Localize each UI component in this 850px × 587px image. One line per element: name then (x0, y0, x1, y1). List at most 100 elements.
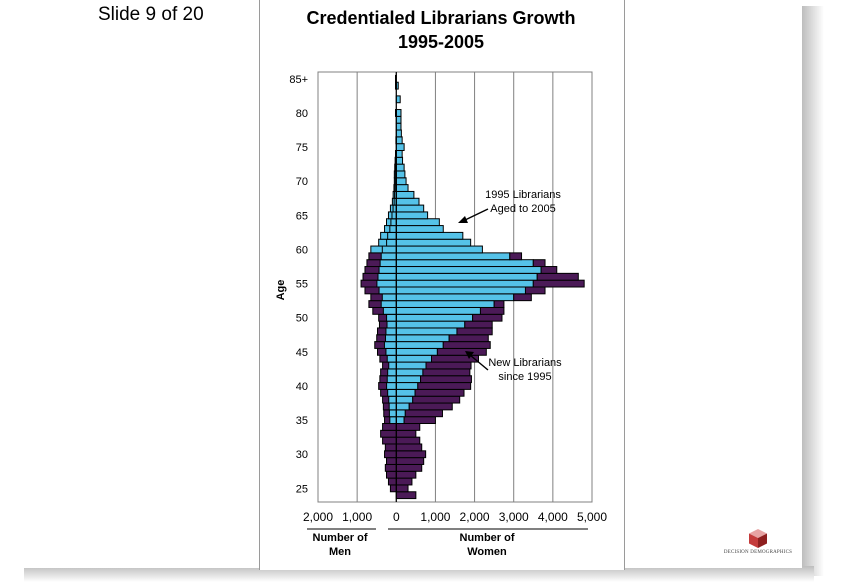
bar-1995-librarians (395, 170, 406, 179)
x-tick-label: 1,000 (420, 510, 450, 524)
bar-1995-librarians (395, 361, 427, 370)
bar-1995-librarians (395, 156, 404, 165)
bar-1995-librarians (395, 211, 429, 220)
bar-new-librarians (442, 341, 491, 349)
chart-title: Credentialed Librarians Growth (306, 8, 576, 28)
bar-men-1995 (386, 238, 397, 247)
bar-1995-librarians (395, 177, 407, 186)
bar-men (384, 463, 397, 472)
arrow-new-line (469, 354, 489, 371)
bar-new-librarians (395, 450, 427, 459)
bar-new-librarians (422, 368, 471, 377)
bar-men (382, 436, 397, 445)
bar-new-librarians (395, 491, 417, 500)
bar-men-1995 (388, 409, 397, 418)
bar-new-librarians (479, 306, 505, 315)
bar-1995-librarians (395, 327, 458, 336)
annotation-1995-label: 1995 Librarians (485, 189, 561, 201)
bar-new-librarians (395, 429, 417, 438)
bar-men (380, 429, 397, 438)
bar-men-1995 (379, 259, 397, 268)
bar-1995-librarians (395, 347, 438, 356)
bar-1995-librarians (395, 149, 403, 158)
bar-new-librarians (509, 252, 523, 261)
bar-new-librarians (395, 477, 413, 486)
bar-new-librarians (420, 375, 472, 384)
x-tick-label: 5,000 (577, 510, 607, 524)
bar-1995-librarians (395, 122, 402, 131)
bar-1995-librarians (395, 382, 419, 390)
bar-men-1995 (387, 368, 397, 377)
bar-1995-librarians (395, 190, 415, 199)
y-tick-label: 55 (296, 279, 308, 291)
bar-men-1995 (386, 382, 397, 390)
bar-new-librarians (532, 279, 585, 288)
bar-new-librarians (436, 347, 487, 356)
x-tick-label: 3,000 (499, 510, 529, 524)
slide-shadow-right (802, 6, 824, 576)
x-tick-label: 2,000 (303, 510, 333, 524)
x-tick-label: 0 (393, 510, 400, 524)
bar-men-1995 (385, 347, 397, 356)
y-tick-label: 75 (296, 142, 308, 154)
y-tick-label: 45 (296, 347, 308, 359)
cube-icon (749, 529, 767, 548)
bar-1995-librarians (395, 375, 422, 384)
bar-men (382, 423, 397, 431)
bar-1995-librarians (395, 245, 483, 254)
bar-1995-librarians (395, 402, 410, 411)
bar-1995-librarians (395, 109, 402, 117)
y-tick-label: 85+ (289, 74, 308, 86)
bar-1995-librarians (395, 334, 450, 343)
bar-new-librarians (472, 313, 503, 322)
bar-1995-librarians (395, 395, 414, 404)
bar-men-1995 (389, 225, 397, 233)
bar-1995-librarians (395, 266, 542, 274)
bar-new-librarians (464, 320, 493, 329)
x-tick-label: 2,000 (460, 510, 490, 524)
bar-1995-librarians (395, 231, 464, 240)
bar-men-1995 (388, 395, 397, 404)
bar-1995-librarians (395, 272, 538, 281)
annotation-new-label: since 1995 (498, 371, 551, 383)
bar-1995-librarians (395, 143, 405, 151)
slide-counter: Slide 9 of 20 (98, 4, 204, 25)
bar-new-librarians (395, 443, 423, 452)
bar-new-librarians (395, 457, 425, 465)
bar-1995-librarians (395, 341, 444, 349)
y-tick-label: 70 (296, 176, 308, 188)
bar-new-librarians (395, 484, 409, 493)
bar-1995-librarians (395, 184, 409, 192)
bar-new-librarians (395, 436, 421, 445)
bar-1995-librarians (395, 238, 472, 247)
bar-men-1995 (385, 327, 397, 336)
bar-new-librarians (425, 361, 472, 370)
bar-1995-librarians (395, 354, 433, 363)
bar-men-1995 (386, 375, 397, 384)
bar-1995-librarians (395, 218, 440, 227)
bar-new-librarians (540, 266, 558, 274)
y-tick-label: 80 (296, 108, 308, 120)
y-tick-label: 30 (296, 449, 308, 461)
bar-men-1995 (376, 279, 397, 288)
bar-men (387, 477, 397, 486)
slide-shadow-bottom (24, 566, 814, 582)
bar-men-1995 (391, 211, 397, 220)
bar-men (389, 484, 397, 493)
bar-new-librarians (513, 293, 532, 302)
y-tick-label: 35 (296, 415, 308, 427)
men-caption: Men (329, 546, 351, 558)
bar-1995-librarians (395, 252, 511, 261)
arrow-1995-head (458, 216, 468, 223)
plot-area (317, 71, 593, 503)
bar-men-1995 (382, 306, 397, 315)
bar-men-1995 (383, 341, 397, 349)
bar-1995-librarians (395, 416, 405, 425)
bar-1995-librarians (395, 163, 405, 172)
bar-new-librarians (532, 259, 546, 268)
x-tick-label: 4,000 (538, 510, 568, 524)
bar-1995-librarians (395, 259, 534, 268)
arrow-1995-line (462, 208, 489, 222)
bar-1995-librarians (395, 286, 526, 295)
